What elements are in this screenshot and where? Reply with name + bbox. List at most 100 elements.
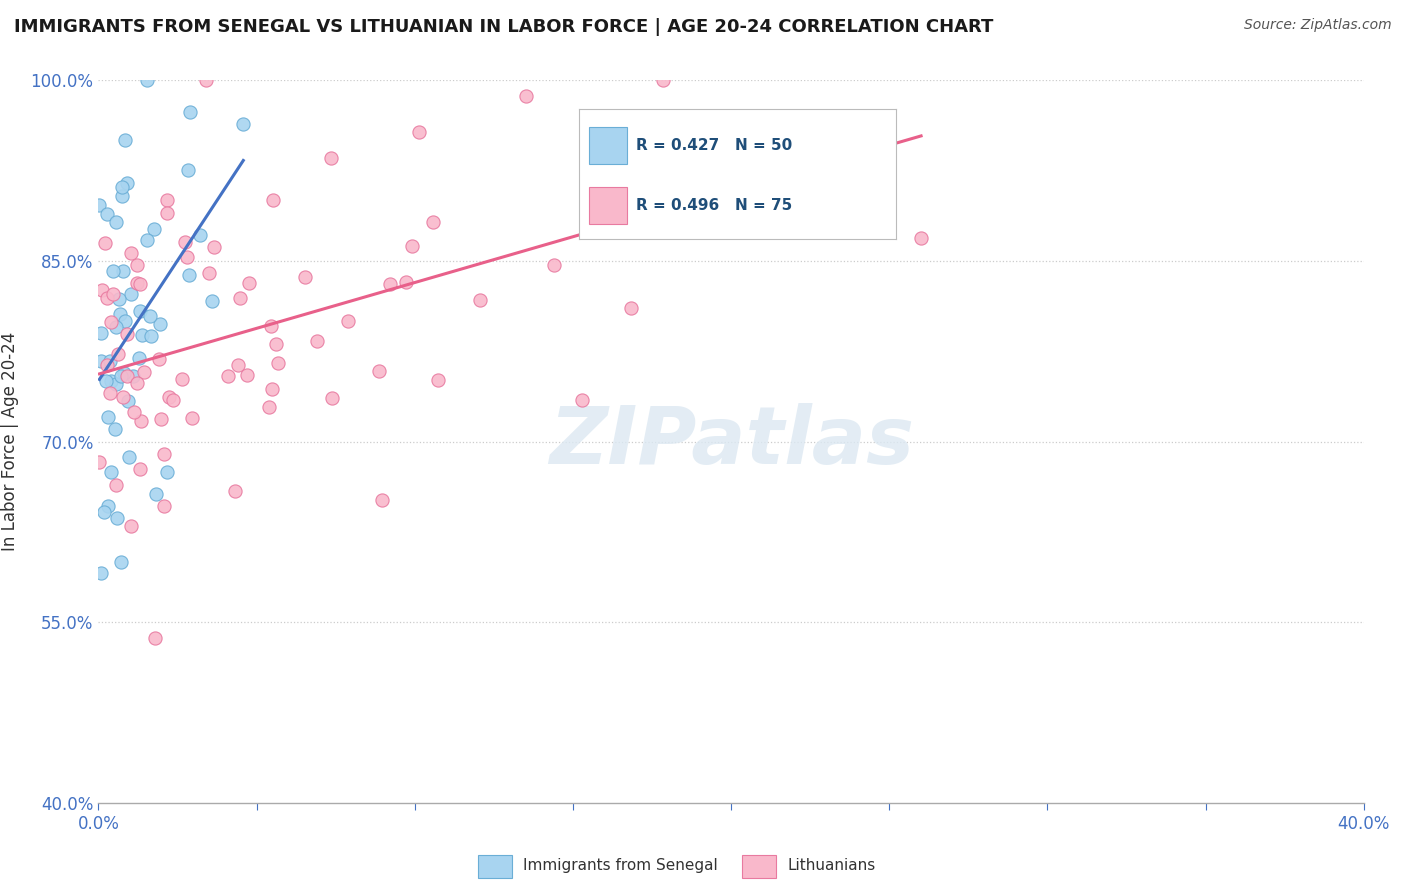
Point bbox=[129, 414, 152, 428]
Point bbox=[98, 386, 121, 401]
Point bbox=[262, 193, 284, 207]
Point bbox=[194, 73, 217, 87]
Point bbox=[101, 264, 124, 278]
Point bbox=[131, 328, 153, 343]
Point bbox=[120, 519, 142, 533]
Point bbox=[260, 382, 283, 396]
Point bbox=[90, 326, 112, 340]
Point bbox=[94, 374, 117, 388]
Point bbox=[426, 373, 449, 387]
Point bbox=[179, 268, 201, 282]
Text: Immigrants from Senegal: Immigrants from Senegal bbox=[523, 858, 718, 872]
Point bbox=[117, 326, 139, 341]
Point bbox=[129, 277, 152, 292]
Point bbox=[127, 376, 149, 391]
Point bbox=[156, 465, 179, 479]
Point bbox=[107, 292, 129, 306]
Point bbox=[89, 198, 111, 212]
Point bbox=[136, 73, 159, 87]
Point bbox=[150, 411, 173, 425]
Bar bbox=[742, 855, 776, 878]
Point bbox=[139, 329, 162, 343]
Point bbox=[122, 369, 145, 384]
Point bbox=[257, 400, 280, 414]
Point bbox=[101, 286, 124, 301]
Bar bbox=[478, 855, 512, 878]
Point bbox=[110, 555, 132, 569]
Point bbox=[370, 493, 392, 508]
Point bbox=[105, 511, 128, 525]
Point bbox=[117, 393, 139, 408]
Point bbox=[138, 309, 160, 323]
Point bbox=[321, 392, 343, 406]
Point bbox=[307, 334, 329, 349]
Point bbox=[115, 368, 138, 383]
Point bbox=[112, 366, 135, 380]
Point bbox=[910, 231, 932, 245]
Text: IMMIGRANTS FROM SENEGAL VS LITHUANIAN IN LABOR FORCE | AGE 20-24 CORRELATION CHA: IMMIGRANTS FROM SENEGAL VS LITHUANIAN IN… bbox=[14, 18, 994, 36]
Point bbox=[571, 393, 593, 408]
Point bbox=[337, 314, 360, 328]
Point bbox=[515, 89, 537, 103]
Point bbox=[197, 266, 219, 280]
Point bbox=[267, 356, 290, 370]
Point bbox=[260, 318, 283, 333]
Point bbox=[105, 319, 128, 334]
Point bbox=[89, 455, 111, 469]
Point bbox=[174, 235, 197, 249]
Point bbox=[115, 176, 138, 190]
Point bbox=[125, 258, 148, 272]
Point bbox=[236, 368, 259, 383]
Point bbox=[100, 315, 122, 329]
Point bbox=[104, 215, 127, 229]
Point bbox=[543, 258, 565, 272]
Point bbox=[752, 129, 775, 144]
Point bbox=[132, 365, 155, 379]
Point bbox=[93, 504, 115, 518]
Point bbox=[422, 215, 444, 229]
Point bbox=[125, 276, 148, 290]
Point bbox=[111, 180, 134, 194]
Point bbox=[135, 233, 157, 247]
Point bbox=[143, 631, 166, 645]
Point bbox=[122, 405, 145, 419]
Point bbox=[94, 236, 117, 251]
Point bbox=[98, 354, 121, 368]
Point bbox=[157, 390, 180, 404]
Point bbox=[201, 294, 224, 309]
Point bbox=[651, 73, 673, 87]
Point bbox=[96, 291, 118, 305]
Point bbox=[105, 478, 128, 492]
Point bbox=[401, 239, 423, 253]
Point bbox=[156, 193, 179, 207]
Point bbox=[177, 163, 200, 178]
Point bbox=[149, 317, 172, 331]
Point bbox=[408, 125, 430, 139]
Y-axis label: In Labor Force | Age 20-24: In Labor Force | Age 20-24 bbox=[1, 332, 20, 551]
Point bbox=[120, 246, 142, 260]
Point bbox=[172, 372, 194, 386]
Point bbox=[120, 286, 142, 301]
Point bbox=[188, 228, 211, 243]
Point bbox=[727, 142, 749, 156]
Point bbox=[128, 351, 150, 365]
Point bbox=[238, 277, 260, 291]
Point bbox=[112, 391, 135, 405]
Point bbox=[620, 301, 643, 316]
Point bbox=[97, 499, 120, 513]
Point bbox=[129, 304, 152, 318]
Point bbox=[96, 207, 118, 221]
Point bbox=[114, 314, 136, 328]
Point bbox=[180, 410, 202, 425]
Point bbox=[470, 293, 492, 308]
Point bbox=[202, 240, 225, 254]
Point bbox=[107, 347, 129, 361]
Text: ZIPatlas: ZIPatlas bbox=[548, 402, 914, 481]
Point bbox=[90, 566, 112, 580]
Point bbox=[321, 151, 343, 165]
Point bbox=[153, 499, 176, 513]
Point bbox=[152, 447, 174, 461]
Point bbox=[751, 139, 773, 153]
Point bbox=[112, 264, 135, 278]
Point bbox=[156, 206, 179, 220]
